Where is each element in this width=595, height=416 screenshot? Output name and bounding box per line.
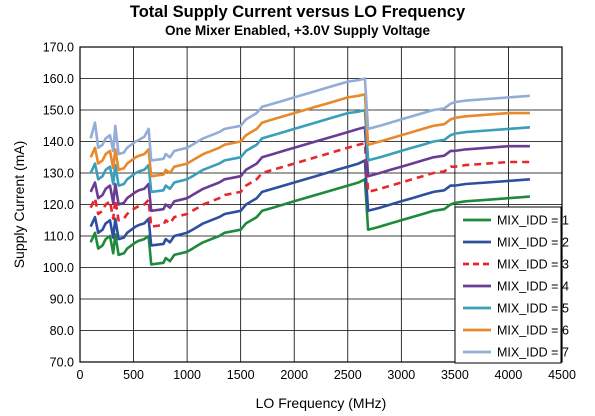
legend-label-2: MIX_IDD = 2 — [497, 236, 569, 250]
legend-label-1: MIX_IDD = 1 — [497, 214, 569, 228]
x-tick-label: 0 — [77, 368, 84, 382]
x-tick-label: 2500 — [334, 368, 362, 382]
x-tick-label: 3500 — [441, 368, 469, 382]
y-axis-label: Supply Current (mA) — [11, 141, 27, 269]
y-tick-label: 140.0 — [43, 135, 74, 149]
y-tick-label: 70.0 — [50, 356, 74, 370]
legend-label-5: MIX_IDD = 5 — [497, 302, 569, 316]
y-tick-label: 170.0 — [43, 41, 74, 55]
series-line-1 — [89, 178, 530, 266]
series-line-6 — [89, 93, 530, 178]
series-layer — [89, 77, 530, 266]
series-line-3 — [89, 141, 530, 228]
x-tick-label: 1000 — [173, 368, 201, 382]
series-line-4 — [89, 126, 530, 213]
legend-label-6: MIX_IDD = 6 — [497, 324, 569, 338]
chart-title: Total Supply Current versus LO Frequency — [129, 3, 466, 21]
y-tick-label: 150.0 — [43, 104, 74, 118]
plot-frame — [79, 46, 563, 363]
y-tick-label: 80.0 — [50, 324, 74, 338]
y-tick-label: 120.0 — [43, 198, 74, 212]
legend-label-4: MIX_IDD = 4 — [497, 280, 569, 294]
x-tick-label: 4000 — [495, 368, 523, 382]
x-tick-label: 4500 — [548, 368, 576, 382]
chart-subtitle: One Mixer Enabled, +3.0V Supply Voltage — [165, 23, 430, 38]
x-tick-label: 1500 — [227, 368, 255, 382]
series-line-7 — [89, 77, 530, 162]
x-tick-label: 500 — [123, 368, 144, 382]
y-tick-label: 90.0 — [50, 293, 74, 307]
y-tick-label: 130.0 — [43, 167, 74, 181]
x-tick-label: 2000 — [280, 368, 308, 382]
x-tick-label: 3000 — [387, 368, 415, 382]
legend-label-3: MIX_IDD = 3 — [497, 258, 569, 272]
y-tick-label: 110.0 — [44, 230, 74, 244]
series-line-5 — [89, 108, 530, 194]
x-tick-labels: 0 500 1000 1500 2000 2500 3000 3500 4000 4500 — [77, 368, 576, 382]
y-tick-label: 160.0 — [43, 72, 74, 86]
x-axis-label: LO Frequency (MHz) — [256, 395, 387, 411]
y-tick-labels: 70.0 80.0 90.0 100.0 110.0 120.0 130.0 140.0 150… — [43, 41, 74, 370]
series-line-2 — [89, 159, 530, 247]
legend-label-7: MIX_IDD = 7 — [497, 346, 569, 360]
legend: MIX_IDD = 1 MIX_IDD = 2 MIX_IDD = 3 MIX_IDD… — [454, 206, 569, 364]
y-tick-label: 100.0 — [43, 261, 74, 275]
